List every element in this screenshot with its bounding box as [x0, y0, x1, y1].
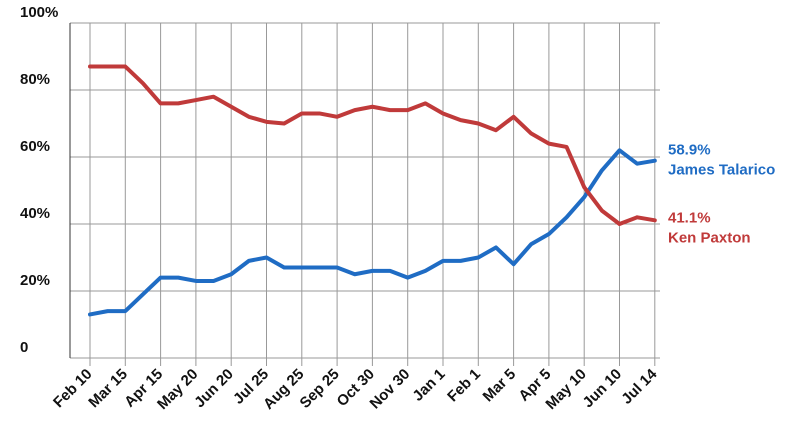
x-tick-label: Mar 15 [85, 366, 131, 412]
y-tick-label: 0 [20, 339, 28, 356]
series-line [88, 148, 657, 317]
y-tick-label: 40% [20, 205, 50, 222]
value-label: 41.1% [668, 209, 711, 226]
y-tick-label: 100% [20, 4, 58, 21]
legend-label: Ken Paxton [668, 229, 751, 246]
x-tick-label: Feb 1 [444, 366, 484, 406]
x-tick-label: Mar 5 [480, 366, 520, 406]
x-tick-label: Jun 20 [191, 366, 237, 412]
x-tick-label: Jul 14 [618, 365, 661, 408]
x-tick-label: Nov 30 [367, 366, 414, 413]
value-label: 58.9% [668, 142, 711, 159]
legend-label: James Talarico [668, 162, 775, 179]
x-tick-label: Feb 10 [50, 366, 96, 412]
y-tick-label: 80% [20, 71, 50, 88]
x-tick-label: Sep 25 [297, 366, 343, 412]
y-tick-label: 20% [20, 272, 50, 289]
series-line [88, 64, 657, 226]
x-tick-label: Jun 10 [580, 366, 626, 412]
y-tick-label: 60% [20, 138, 50, 155]
x-tick-label: Jan 1 [409, 366, 448, 405]
